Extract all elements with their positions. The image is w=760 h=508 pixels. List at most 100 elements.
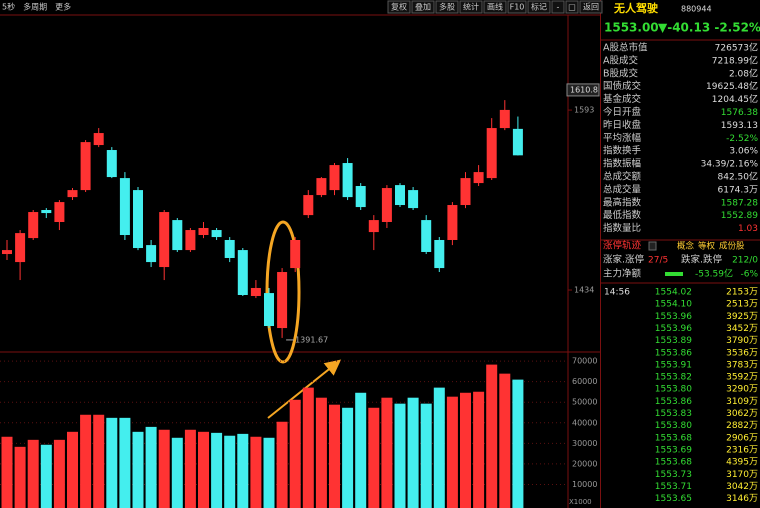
candle-body (486, 128, 497, 179)
toolbar-button[interactable] (411, 0, 435, 14)
stat-label: A股总市值 (603, 42, 648, 54)
toolbar-button[interactable] (565, 0, 579, 14)
toolbar-button-label: 画线 (487, 2, 503, 12)
stat-label: 平均涨幅 (603, 132, 642, 144)
toolbar-button-label: □ (568, 3, 576, 12)
volume-bar (368, 407, 380, 508)
candle-body (512, 128, 523, 156)
stat-label: A股成交 (603, 54, 638, 66)
toolbar-button[interactable] (387, 0, 411, 14)
candle-body (421, 220, 432, 252)
toolbar-button[interactable] (507, 0, 527, 14)
candle-body (106, 150, 117, 178)
volume-bar (263, 437, 275, 508)
tick-price: 1553.69 (655, 445, 692, 455)
candle-body (54, 202, 65, 222)
stat-value: 19625.48亿 (706, 80, 758, 92)
tick-volume: 3925万 (726, 312, 758, 322)
candle-body (290, 239, 301, 269)
tick-volume: 2882万 (726, 421, 758, 431)
volume-bar (407, 397, 419, 508)
tick-price: 1553.89 (655, 336, 692, 346)
volume-bar (198, 431, 209, 508)
toolbar-button[interactable] (527, 0, 551, 14)
tick-volume: 3062万 (726, 409, 758, 419)
limit-button[interactable]: 概念 (677, 241, 695, 252)
toolbar-button[interactable] (483, 0, 507, 14)
candle-body (237, 250, 248, 295)
candle-body (172, 220, 183, 251)
stat-value: 1552.89 (721, 211, 758, 221)
volume-bar (315, 397, 327, 508)
tick-price: 1553.86 (655, 348, 692, 358)
volume-bar (446, 396, 458, 508)
candle-body (342, 163, 353, 198)
volume-bar (381, 397, 393, 508)
tick-price: 1553.73 (655, 470, 692, 480)
stat-value: 842.50亿 (718, 171, 759, 183)
tick-price: 1553.83 (655, 409, 692, 419)
candle-body (159, 212, 170, 268)
limit-button[interactable]: 成份股 (719, 241, 745, 252)
max-price-box (566, 83, 600, 97)
candle-body (499, 109, 510, 129)
candle-body (250, 287, 261, 297)
candle-body (460, 178, 471, 206)
tick-price: 1553.82 (655, 373, 692, 383)
tick-volume: 3290万 (726, 385, 758, 395)
candle-body (28, 212, 39, 239)
candle-body (316, 178, 327, 196)
volume-bar (158, 429, 170, 508)
volume-bar (80, 414, 92, 508)
tick-volume: 3592万 (726, 373, 758, 383)
volume-bar (329, 404, 340, 508)
volume-bar (355, 392, 367, 508)
tick-volume: 3452万 (726, 324, 758, 334)
tick-price: 1553.80 (655, 421, 692, 431)
toolbar-button[interactable] (459, 0, 483, 14)
candle-body (473, 172, 484, 184)
candle-body (395, 185, 405, 206)
index-name: 无人驾驶 (613, 1, 659, 15)
limit-button[interactable]: 等权 (698, 241, 716, 252)
candle-body (211, 230, 222, 238)
candle-body (80, 142, 91, 191)
toolbar-button[interactable] (551, 0, 565, 14)
flow-bar (665, 272, 683, 276)
volume-bar (132, 431, 144, 508)
tick-price: 1553.96 (655, 324, 692, 334)
volume-bar (460, 392, 471, 508)
toolbar-item: 更多 (55, 2, 71, 12)
toolbar-button-label: 叠加 (415, 2, 431, 12)
stat-value: 1576.38 (721, 108, 758, 118)
stat-value: 1.03 (738, 224, 758, 234)
y-tick-label: 1434 (574, 286, 594, 295)
volume-bar (276, 421, 288, 508)
toolbar-button[interactable] (435, 0, 459, 14)
tick-volume: 3042万 (726, 482, 758, 492)
v-tick-label: 30000 (572, 439, 597, 448)
stat-value: 6174.3万 (718, 185, 759, 195)
candle-body (408, 190, 419, 209)
stat-label: 指数量比 (603, 222, 641, 234)
tick-price: 1553.86 (655, 397, 692, 407)
stat-value: 34.39/2.16% (701, 160, 759, 170)
candle-body (185, 230, 196, 251)
tick-volume: 4395万 (726, 458, 758, 468)
stat-value: 3.06% (729, 147, 758, 157)
candle-body (277, 272, 288, 329)
toolbar-button-label: 复权 (391, 2, 407, 12)
v-tick-label: 50000 (572, 398, 597, 407)
toolbar-button[interactable] (579, 0, 603, 14)
stat-label: 总成交额 (603, 171, 642, 183)
toolbar-item: 5秒 (2, 2, 15, 12)
volume-bar (473, 391, 485, 508)
candle-body (133, 190, 143, 249)
limit-toggle[interactable] (648, 241, 657, 251)
tick-volume: 2906万 (726, 433, 758, 443)
tick-volume: 2316万 (726, 445, 758, 455)
toolbar-button-label: 标记 (531, 2, 547, 12)
tick-price: 1553.71 (655, 482, 692, 492)
candle-body (93, 133, 104, 146)
volume-bar (289, 399, 301, 508)
